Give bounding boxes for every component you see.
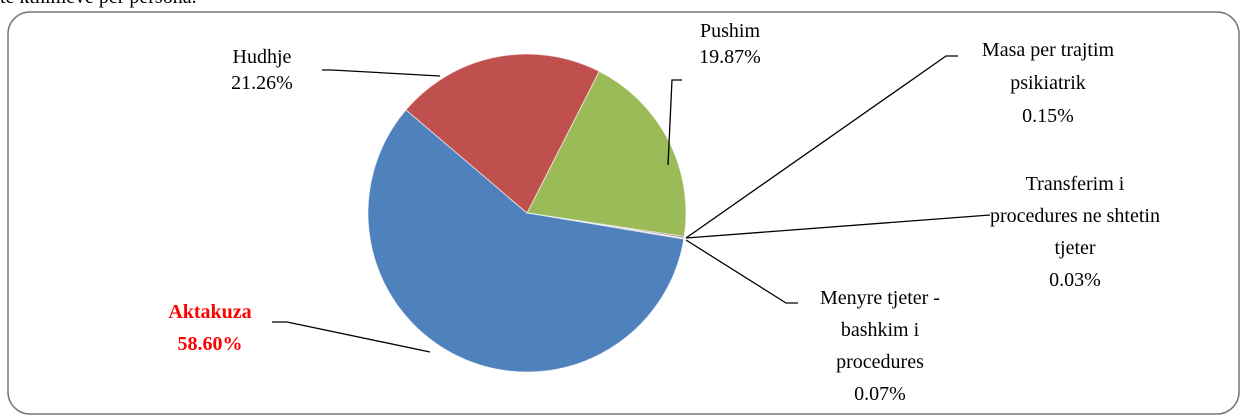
pie-slice xyxy=(367,109,685,373)
label-name: Aktakuza xyxy=(168,301,252,323)
data-label: Pushim 19.87% xyxy=(640,18,820,70)
chart-frame xyxy=(7,11,1240,415)
leader-line xyxy=(685,55,958,239)
header-text: te kthimeve per persona. xyxy=(0,0,197,9)
leader-line xyxy=(685,239,798,304)
label-value: 0.15% xyxy=(1022,105,1074,127)
label-name: Transferim i procedures ne shtetin tjete… xyxy=(990,173,1160,259)
label-name: Masa per trajtim psikiatrik xyxy=(981,39,1115,94)
label-value: 19.87% xyxy=(699,46,761,68)
data-label: Hudhje 21.26% xyxy=(202,44,322,96)
label-value: 0.03% xyxy=(1049,269,1101,291)
label-name: Pushim xyxy=(699,20,761,42)
data-label: Menyre tjeter - bashkim i procedures 0.07… xyxy=(800,282,960,410)
label-name: Menyre tjeter - bashkim i procedures xyxy=(820,287,940,373)
data-label: Transferim i procedures ne shtetin tjete… xyxy=(990,168,1160,296)
label-value: 21.26% xyxy=(231,72,293,94)
label-value: 0.07% xyxy=(854,383,906,405)
leader-line xyxy=(272,321,431,353)
label-name: Hudhje xyxy=(232,46,292,68)
leader-line xyxy=(322,69,441,77)
data-label: Aktakuza 58.60% xyxy=(140,296,280,360)
data-label: Masa per trajtim psikiatrik 0.15% xyxy=(948,34,1148,133)
pie-slice xyxy=(526,70,687,238)
pie-slice xyxy=(405,53,600,214)
leader-line xyxy=(667,79,682,166)
label-value: 58.60% xyxy=(177,333,243,355)
leader-line xyxy=(685,214,991,239)
